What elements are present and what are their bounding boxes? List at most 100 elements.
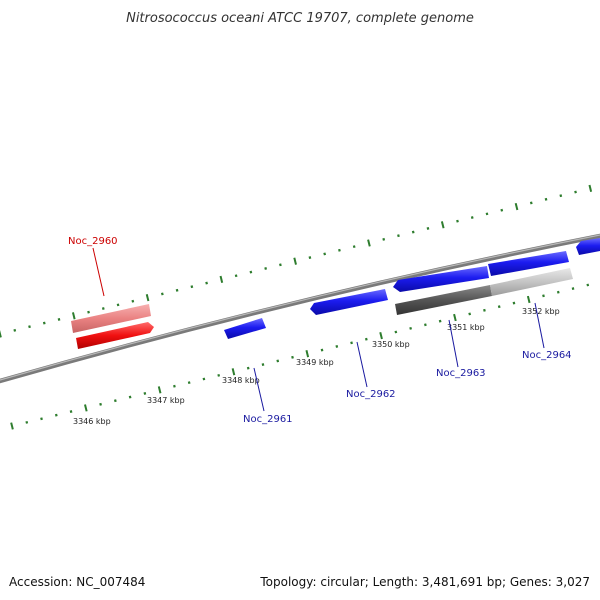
lower-track-major-tick: [305, 350, 310, 358]
upper-track-major-tick: [145, 293, 150, 302]
lower-track-minor-tick: [586, 283, 590, 287]
upper-track-minor-tick: [28, 325, 31, 329]
upper-track-minor-tick: [485, 212, 489, 216]
upper-track-minor-tick: [411, 230, 415, 234]
scale-label-3351: 3351 kbp: [447, 323, 485, 332]
upper-track-minor-tick: [308, 256, 312, 259]
lower-track-minor-tick: [40, 417, 43, 421]
lower-track-minor-tick: [556, 290, 560, 294]
upper-track-minor-tick: [205, 281, 208, 285]
upper-track-minor-tick: [101, 307, 105, 310]
scale-label-3349: 3349 kbp: [296, 358, 334, 367]
upper-track-minor-tick: [87, 310, 90, 314]
gene-noc-2960-red[interactable]: [76, 322, 154, 349]
upper-track-minor-tick: [500, 208, 504, 212]
upper-track-major-tick: [0, 330, 2, 338]
lower-track-minor-tick: [335, 345, 339, 348]
gene-noc-2962-upper[interactable]: [393, 266, 489, 292]
scale-label-3346: 3346 kbp: [73, 417, 111, 426]
upper-track-major-tick: [293, 257, 297, 265]
lower-track-minor-tick: [483, 308, 486, 312]
upper-track-minor-tick: [338, 248, 341, 252]
gene-noc-2963-dark[interactable]: [395, 285, 492, 315]
upper-track-minor-tick: [264, 267, 267, 270]
scale-label-3352: 3352 kbp: [522, 307, 560, 316]
upper-track-minor-tick: [470, 216, 474, 219]
lower-track-major-tick: [10, 422, 14, 430]
lower-track-major-tick: [453, 313, 457, 322]
upper-track-minor-tick: [116, 303, 120, 307]
upper-track-minor-tick: [397, 234, 400, 238]
lower-track-minor-tick: [350, 341, 353, 345]
lower-track-minor-tick: [424, 323, 427, 327]
lower-track-minor-tick: [113, 399, 117, 403]
scale-label-3347: 3347 kbp: [147, 396, 185, 405]
lower-track-minor-tick: [276, 359, 280, 363]
upper-track-minor-tick: [190, 285, 194, 289]
upper-track-minor-tick: [42, 321, 46, 325]
upper-tick-track: [0, 184, 593, 338]
upper-track-minor-tick: [574, 190, 577, 194]
lower-track-minor-tick: [261, 363, 265, 366]
upper-track-minor-tick: [426, 227, 430, 230]
gene-label-noc-2962[interactable]: Noc_2962: [346, 389, 396, 400]
lower-track-minor-tick: [202, 377, 206, 381]
upper-track-major-tick: [219, 275, 224, 284]
upper-track-minor-tick: [175, 288, 179, 292]
accession-text: Accession: NC_007484: [9, 575, 145, 589]
gene-noc-2962[interactable]: [310, 289, 388, 315]
genome-backbone: [0, 233, 600, 384]
genome-summary-text: Topology: circular; Length: 3,481,691 bp…: [259, 575, 590, 589]
scale-label-3348: 3348 kbp: [222, 376, 260, 385]
lower-track-minor-tick: [364, 337, 368, 341]
gene-noc-2960-pink[interactable]: [71, 304, 151, 333]
gene-noc-2961[interactable]: [224, 318, 266, 339]
lower-track-major-tick: [526, 295, 531, 304]
lower-track-minor-tick: [217, 373, 221, 377]
lower-track-major-tick: [231, 368, 236, 376]
upper-track-minor-tick: [559, 194, 563, 198]
upper-track-minor-tick: [382, 237, 386, 241]
lower-track-minor-tick: [128, 395, 132, 399]
upper-track-minor-tick: [529, 201, 533, 205]
gene-upper-right-1[interactable]: [488, 251, 569, 276]
leader-noc-2961: [253, 367, 265, 412]
lower-track-minor-tick: [512, 301, 516, 305]
leader-noc-2962: [356, 341, 368, 388]
upper-track-minor-tick: [249, 270, 253, 274]
gene-label-noc-2963[interactable]: Noc_2963: [436, 368, 486, 379]
leader-noc-2963: [448, 319, 459, 368]
upper-track-minor-tick: [13, 328, 17, 332]
lower-track-minor-tick: [571, 287, 575, 291]
upper-track-minor-tick: [323, 252, 327, 256]
lower-track-minor-tick: [394, 330, 398, 334]
upper-track-major-tick: [71, 312, 76, 320]
upper-track-minor-tick: [544, 197, 548, 201]
gene-label-noc-2961[interactable]: Noc_2961: [243, 414, 293, 425]
lower-track-major-tick: [84, 404, 88, 412]
lower-track-minor-tick: [438, 319, 442, 323]
gene-noc-2963-light[interactable]: [490, 268, 573, 296]
lower-track-minor-tick: [542, 294, 545, 298]
lower-track-minor-tick: [173, 384, 176, 388]
upper-track-major-tick: [588, 184, 593, 193]
upper-track-minor-tick: [279, 263, 282, 267]
upper-track-major-tick: [367, 239, 371, 247]
upper-track-major-tick: [514, 202, 519, 211]
lower-track-minor-tick: [409, 326, 412, 330]
gene-label-noc-2960[interactable]: Noc_2960: [68, 236, 118, 247]
upper-track-minor-tick: [160, 292, 164, 296]
gene-upper-right-2[interactable]: [576, 238, 600, 255]
scale-label-3350: 3350 kbp: [372, 340, 410, 349]
lower-track-major-tick: [379, 331, 383, 340]
upper-track-minor-tick: [131, 299, 135, 303]
lower-track-minor-tick: [246, 366, 250, 370]
gene-label-noc-2964[interactable]: Noc_2964: [522, 350, 572, 361]
leader-noc-2964: [534, 302, 545, 349]
lower-track-minor-tick: [187, 381, 191, 385]
upper-track-major-tick: [440, 221, 445, 229]
lower-tick-track: [10, 283, 590, 430]
map-title: Nitrosococcus oceani ATCC 19707, complet…: [126, 11, 474, 26]
upper-track-minor-tick: [456, 219, 459, 223]
